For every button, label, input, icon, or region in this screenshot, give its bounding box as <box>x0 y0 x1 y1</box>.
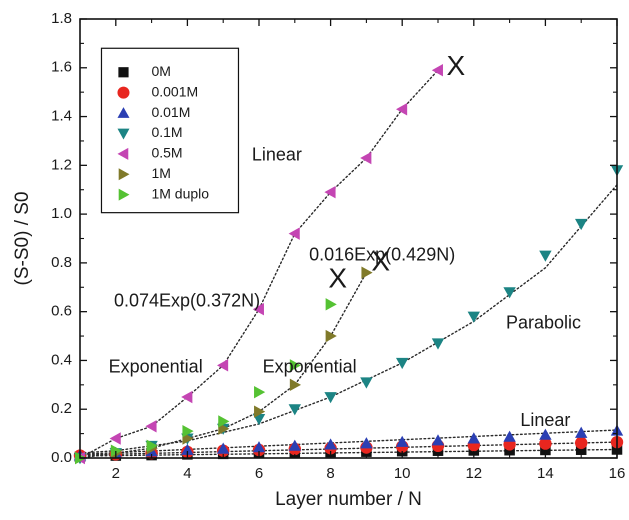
series-1m-duplo <box>75 298 337 465</box>
annotations: Linear 0.016Exp(0.429N) 0.074Exp(0.372N) Ex… <box>109 50 581 430</box>
series-0-5m <box>73 64 443 465</box>
data-point <box>540 444 551 456</box>
data-point <box>254 385 266 399</box>
annotation-label: Linear <box>252 144 302 164</box>
x-tick-label: 16 <box>609 465 626 482</box>
data-point <box>145 420 157 433</box>
x-tick-label: 2 <box>112 465 120 482</box>
y-tick-label: 1.0 <box>51 205 72 222</box>
x-tick-label: 14 <box>537 465 554 482</box>
data-point <box>325 329 337 343</box>
data-point <box>467 311 480 323</box>
annotation-label: 0.016Exp(0.429N) <box>309 244 455 264</box>
data-point <box>146 439 158 453</box>
x-tick-label: 10 <box>394 465 411 482</box>
data-point <box>288 227 300 240</box>
y-tick-label: 0.0 <box>51 449 72 466</box>
x-tick-label: 8 <box>326 465 334 482</box>
y-tick-label: 0.6 <box>51 303 72 320</box>
y-tick-label: 0.8 <box>51 254 72 271</box>
data-point <box>396 103 408 116</box>
data-point <box>109 432 121 445</box>
data-point <box>324 392 337 404</box>
y-tick-label: 1.2 <box>51 156 72 173</box>
annotation-label: Parabolic <box>506 313 581 333</box>
data-point <box>324 438 337 450</box>
annotation-label: Linear <box>520 410 570 430</box>
data-point <box>252 303 264 316</box>
data-point <box>575 436 588 450</box>
legend-label: 0M <box>151 63 170 79</box>
annotation-x-mark: X <box>447 50 466 81</box>
data-point <box>360 377 373 389</box>
data-point <box>539 437 552 450</box>
data-point <box>182 424 194 438</box>
data-point <box>217 442 230 454</box>
fit-curve <box>79 429 618 455</box>
y-tick-label: 0.2 <box>51 400 72 417</box>
x-tick-label: 4 <box>183 465 191 482</box>
legend-label: 0.001M <box>151 83 198 99</box>
legend-marker <box>117 147 129 160</box>
data-point <box>539 250 552 262</box>
data-point <box>431 338 445 350</box>
legend-marker <box>117 86 130 99</box>
legend-label: 0.5M <box>151 145 182 161</box>
legend-marker <box>118 168 130 181</box>
data-point <box>252 441 266 453</box>
legend-label: 1M <box>151 165 170 181</box>
data-point <box>218 415 230 428</box>
data-point <box>575 444 587 455</box>
data-point <box>467 432 480 444</box>
y-tick-label: 1.6 <box>51 59 72 76</box>
legend-label: 0.01M <box>151 104 190 120</box>
annotation-label: Exponential <box>263 357 357 377</box>
data-point <box>503 287 516 299</box>
data-point <box>289 378 301 392</box>
y-axis-title: (S-S0) / S0 <box>12 192 33 286</box>
annotation-x-mark: X <box>371 245 390 276</box>
data-point <box>539 428 552 440</box>
x-tick-label: 12 <box>465 465 482 482</box>
data-point <box>325 298 337 311</box>
data-point <box>575 426 588 438</box>
x-tick-label: 6 <box>255 465 263 482</box>
annotation-label: 0.074Exp(0.372N) <box>114 291 260 311</box>
data-point <box>396 357 409 370</box>
fit-curve <box>79 441 618 456</box>
data-point <box>431 64 443 77</box>
data-point <box>110 444 122 457</box>
data-point <box>324 185 336 199</box>
fit-curve <box>79 448 618 457</box>
annotation-x-mark: X <box>328 262 347 293</box>
data-point <box>575 218 588 231</box>
legend-marker <box>117 107 130 118</box>
legend-marker <box>117 128 130 140</box>
data-point <box>181 390 193 404</box>
data-point <box>288 439 301 451</box>
legend: 0M 0.001M 0.01M 0.1M 0.5M 1M 1M duplo <box>100 47 240 214</box>
data-point <box>503 430 516 442</box>
y-tick-label: 1.8 <box>51 10 72 27</box>
x-axis-title: Layer number / N <box>275 489 422 510</box>
y-tick-label: 1.4 <box>51 108 72 125</box>
legend-label: 1M duplo <box>151 185 209 201</box>
annotation-label: Exponential <box>109 357 203 377</box>
data-point <box>254 405 266 418</box>
data-point <box>396 435 409 447</box>
data-point <box>288 404 301 416</box>
legend-label: 0.1M <box>151 124 182 140</box>
data-point <box>360 151 372 165</box>
data-point <box>289 359 301 372</box>
legend-marker <box>118 188 130 201</box>
legend-marker <box>118 67 129 78</box>
data-point <box>217 359 229 372</box>
data-point <box>431 434 445 446</box>
data-point <box>360 437 373 449</box>
y-tick-label: 0.4 <box>51 351 72 368</box>
axes: 2 4 6 8 10 12 14 16 0.0 0.2 0.4 0.6 0.8 1.0 1.2 1.4 1.6 1… <box>12 10 625 510</box>
data-point <box>361 266 373 279</box>
data-point <box>181 443 194 455</box>
